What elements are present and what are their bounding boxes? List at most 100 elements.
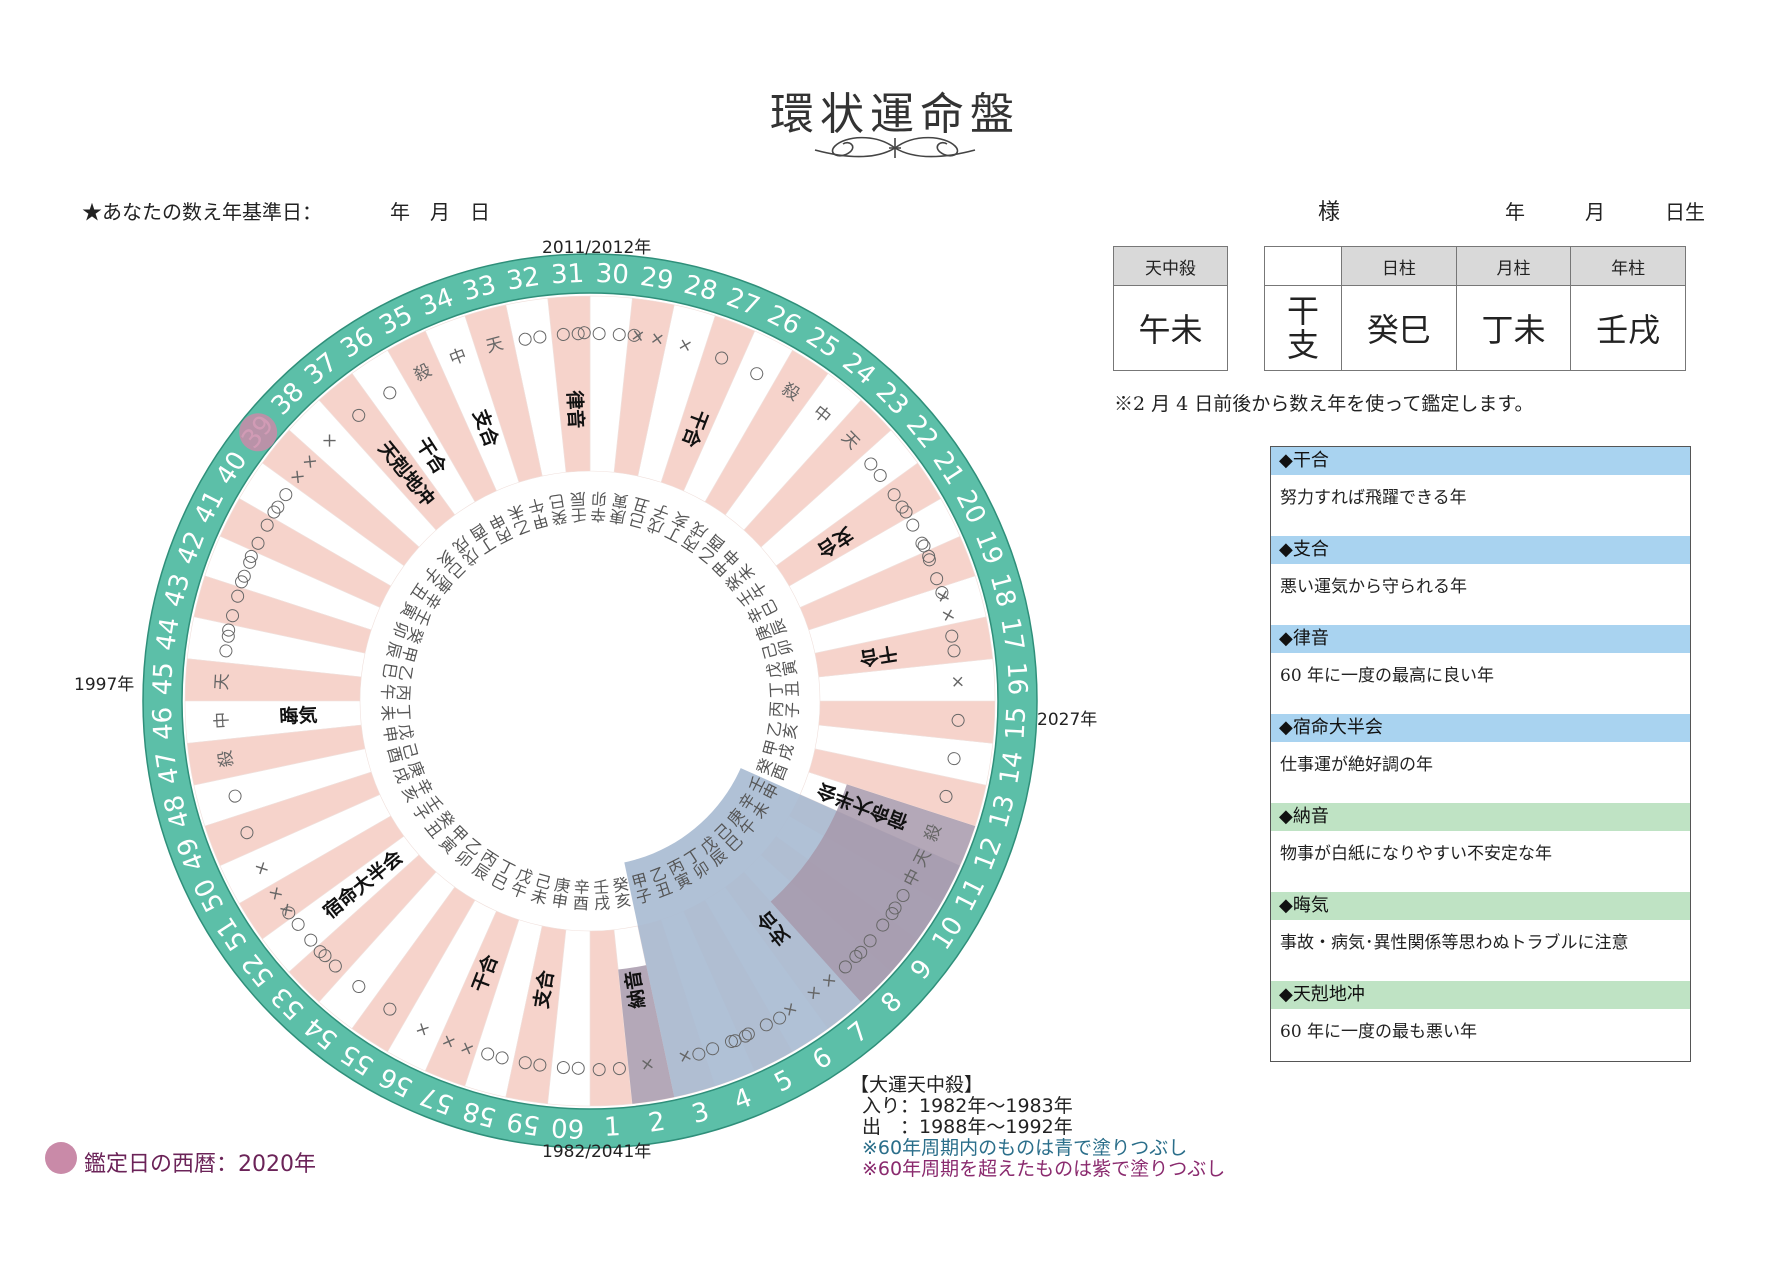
fortune-mark: 殺 [921,821,946,844]
legend-term: ◆律音 [1271,625,1690,653]
year-sector [613,297,675,477]
year-sector [799,535,976,631]
legend-desc: 60 年に一度の最高に良い年 [1280,666,1495,686]
year-sector [547,929,591,1107]
year-sector [818,658,996,702]
fortune-mark: ○ [223,786,246,806]
age-number: 15 [1001,706,1033,741]
age-number: 31 [550,259,585,291]
ganzhi-label: 辛酉 [570,878,591,911]
ganzhi-label: 癸亥 [608,875,632,910]
year-sector [288,399,437,548]
year-sector [788,498,961,608]
year-sector [547,295,591,473]
ganzhi-label: 壬辰 [570,491,591,524]
year-sector [814,616,994,678]
birth-date: 年 月 日生 [1505,200,1705,224]
year-sector [724,372,862,531]
basis-date-value: 年 月 日 [390,200,490,224]
fortune-mark: 中 [212,711,233,729]
fortune-wheel: 1壬戌○ ○2癸亥×3甲子×4乙丑○○ ○○5丙寅○○ ○○6丁卯×7戊辰× ×… [142,253,1038,1149]
year-sector [193,575,372,654]
ornament-flourish-icon [814,136,976,158]
fortune-mark: ○ ○ [591,1058,627,1080]
age-number: 16 [1001,661,1033,696]
age-number: 59 [505,1105,542,1140]
daiun-note-blue: ※60年周期内のものは青で塗りつぶし [862,1137,1188,1159]
year-sector [318,372,456,531]
year-sector [219,498,392,608]
fortune-mark: ○○ [214,627,238,659]
year-sector [193,748,372,827]
age-number: 2 [646,1107,667,1139]
ganzhi-label: 庚申 [548,875,572,910]
fortune-mark: ○○ [516,1052,548,1076]
legend-term: ◆宿命大半会 [1271,714,1690,742]
pillar-value-day: 癸巳 [1341,285,1457,371]
legend-box: ◆干合 努力すれば飛躍できる年 ◆支合 悪い運気から守られる年 ◆律音 60 年… [1270,446,1691,1062]
year-sector [184,700,362,744]
year-sector [351,886,476,1053]
age-number: 30 [595,259,630,291]
legend-term: ◆支合 [1271,536,1690,564]
kanshi-label: 干支 [1264,285,1342,371]
fortune-mark: ○ [934,786,957,806]
pillar-value-month: 丁未 [1455,285,1572,371]
year-sector [184,658,362,702]
year-sector [505,297,567,477]
ganzhi-label: 戊申 [381,719,416,743]
tenchusatsu-header: 天中殺 [1113,246,1228,286]
year-sector [637,304,716,483]
tenchusatsu-table: 天中殺 午未 [1113,246,1228,371]
wheel-center [425,536,755,866]
year-sector [424,910,520,1087]
ganzhi-label: 癸巳 [548,492,572,527]
age-number: 60 [550,1112,585,1144]
age-number: 46 [148,706,180,741]
fortune-mark: ○ [711,345,732,369]
year-sector [219,794,392,904]
age-number: 45 [148,661,180,696]
year-sector [743,399,892,548]
fortune-mark: 中 [447,345,470,370]
pillars-table: 日柱 月柱 年柱 干支 癸巳 丁未 壬戌 [1264,246,1686,371]
age-number: 1 [603,1112,621,1143]
year-sector [186,724,366,786]
appraisal-marker-icon [45,1142,77,1174]
year-sector [261,835,420,973]
year-sector [760,429,919,567]
year-label-top: 2011/2012年 [542,238,652,258]
legend-term: ◆天剋地冲 [1271,981,1690,1009]
legend-desc: 悪い運気から守られる年 [1280,577,1467,597]
year-sector [589,295,633,473]
pillar-value-year: 壬戌 [1570,285,1686,371]
shi-label: 支 [1286,326,1319,364]
pillars-corner [1264,246,1342,286]
daiun-exit: 出 ：1988年～1992年 [862,1116,1073,1138]
pillar-header-year: 年柱 [1570,246,1686,286]
kan-label: 干 [1286,292,1319,330]
ganzhi-label: 乙亥 [764,719,799,743]
age-number: 47 [151,749,186,786]
year-sector [505,925,567,1105]
ganzhi-label: 辛卯 [590,491,611,524]
ganzhi-label: 戊寅 [764,659,799,683]
year-sector [464,919,543,1098]
age-number: 32 [505,262,542,297]
legend-desc: 努力すれば飛躍できる年 [1280,488,1467,508]
ganzhi-label: 丙子 [767,701,800,722]
year-label-left: 1997年 [74,675,135,695]
fortune-mark: ○ [947,712,968,728]
pillar-header-month: 月柱 [1455,246,1572,286]
fortune-mark: ○○ ○○ [576,322,642,345]
fortune-mark: × [676,334,695,357]
year-label-bottom: 1982/2041年 [542,1142,652,1162]
age-number: 17 [994,616,1029,653]
age-number: 44 [151,616,186,653]
year-sector [683,330,793,503]
legend-desc: 60 年に一度の最も悪い年 [1280,1022,1478,1042]
current-age-marker-icon [239,413,278,452]
fortune-mark: ○ [942,750,964,768]
year-sector [387,330,497,503]
ganzhi-label: 丁未 [380,701,413,722]
